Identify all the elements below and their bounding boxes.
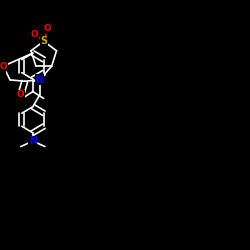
Text: O: O bbox=[0, 62, 7, 70]
Text: O: O bbox=[30, 30, 38, 39]
Text: O: O bbox=[44, 24, 52, 33]
Text: N: N bbox=[29, 136, 37, 146]
Text: N: N bbox=[36, 75, 44, 85]
Text: S: S bbox=[40, 36, 47, 46]
Text: O: O bbox=[17, 90, 25, 100]
